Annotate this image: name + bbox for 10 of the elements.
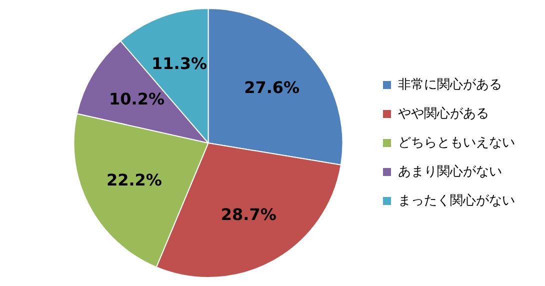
legend-label: やや関心がある — [398, 105, 489, 122]
data-label: 27.6% — [244, 78, 300, 98]
legend-label: 非常に関心がある — [398, 76, 502, 92]
data-label: 11.3% — [152, 54, 208, 73]
legend-label: あまり関心がない — [398, 163, 502, 180]
data-label: 28.7% — [220, 205, 276, 224]
data-label: 22.2% — [106, 170, 162, 190]
data-label: 10.2% — [108, 89, 164, 108]
legend-label: まったく関心がない — [398, 192, 515, 208]
legend-label: どちらともいえない — [398, 135, 515, 150]
